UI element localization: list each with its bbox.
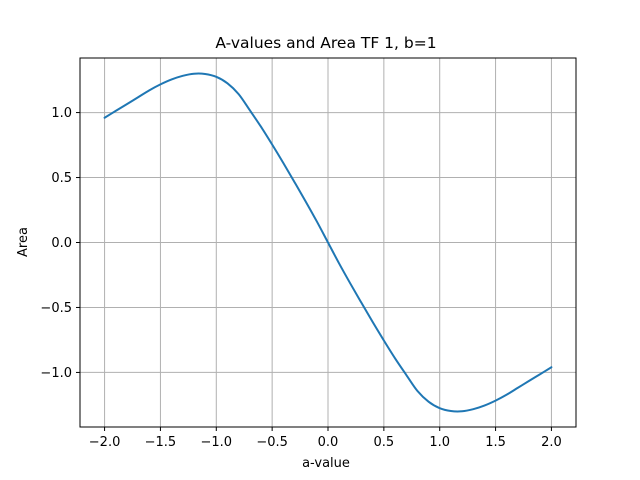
x-tick-label: 0.5 xyxy=(374,435,395,450)
x-tick-label: 2.0 xyxy=(541,435,562,450)
y-tick-label: −0.5 xyxy=(40,301,72,316)
x-tick-label: 1.0 xyxy=(429,435,450,450)
x-tick-label: 0.0 xyxy=(318,435,339,450)
x-axis-label: a-value xyxy=(302,456,350,471)
y-tick-label: 1.0 xyxy=(51,106,72,121)
chart-title: A-values and Area TF 1, b=1 xyxy=(215,34,436,52)
y-axis-ticks: 1.0 0.5 0.0 −0.5 −1.0 xyxy=(40,106,80,381)
y-tick-label: 0.0 xyxy=(51,236,72,251)
x-axis-ticks: −2.0 −1.5 −1.0 −0.5 0.0 0.5 1.0 1.5 2.0 xyxy=(89,427,562,450)
x-tick-label: −2.0 xyxy=(89,435,121,450)
x-tick-label: −1.5 xyxy=(145,435,177,450)
y-tick-label: 0.5 xyxy=(51,171,72,186)
x-tick-label: −1.0 xyxy=(200,435,232,450)
x-tick-label: −0.5 xyxy=(256,435,288,450)
x-tick-label: 1.5 xyxy=(485,435,506,450)
series-line xyxy=(103,72,553,413)
y-tick-label: −1.0 xyxy=(40,366,72,381)
series-layer xyxy=(103,72,553,413)
y-axis-label: Area xyxy=(16,227,31,257)
